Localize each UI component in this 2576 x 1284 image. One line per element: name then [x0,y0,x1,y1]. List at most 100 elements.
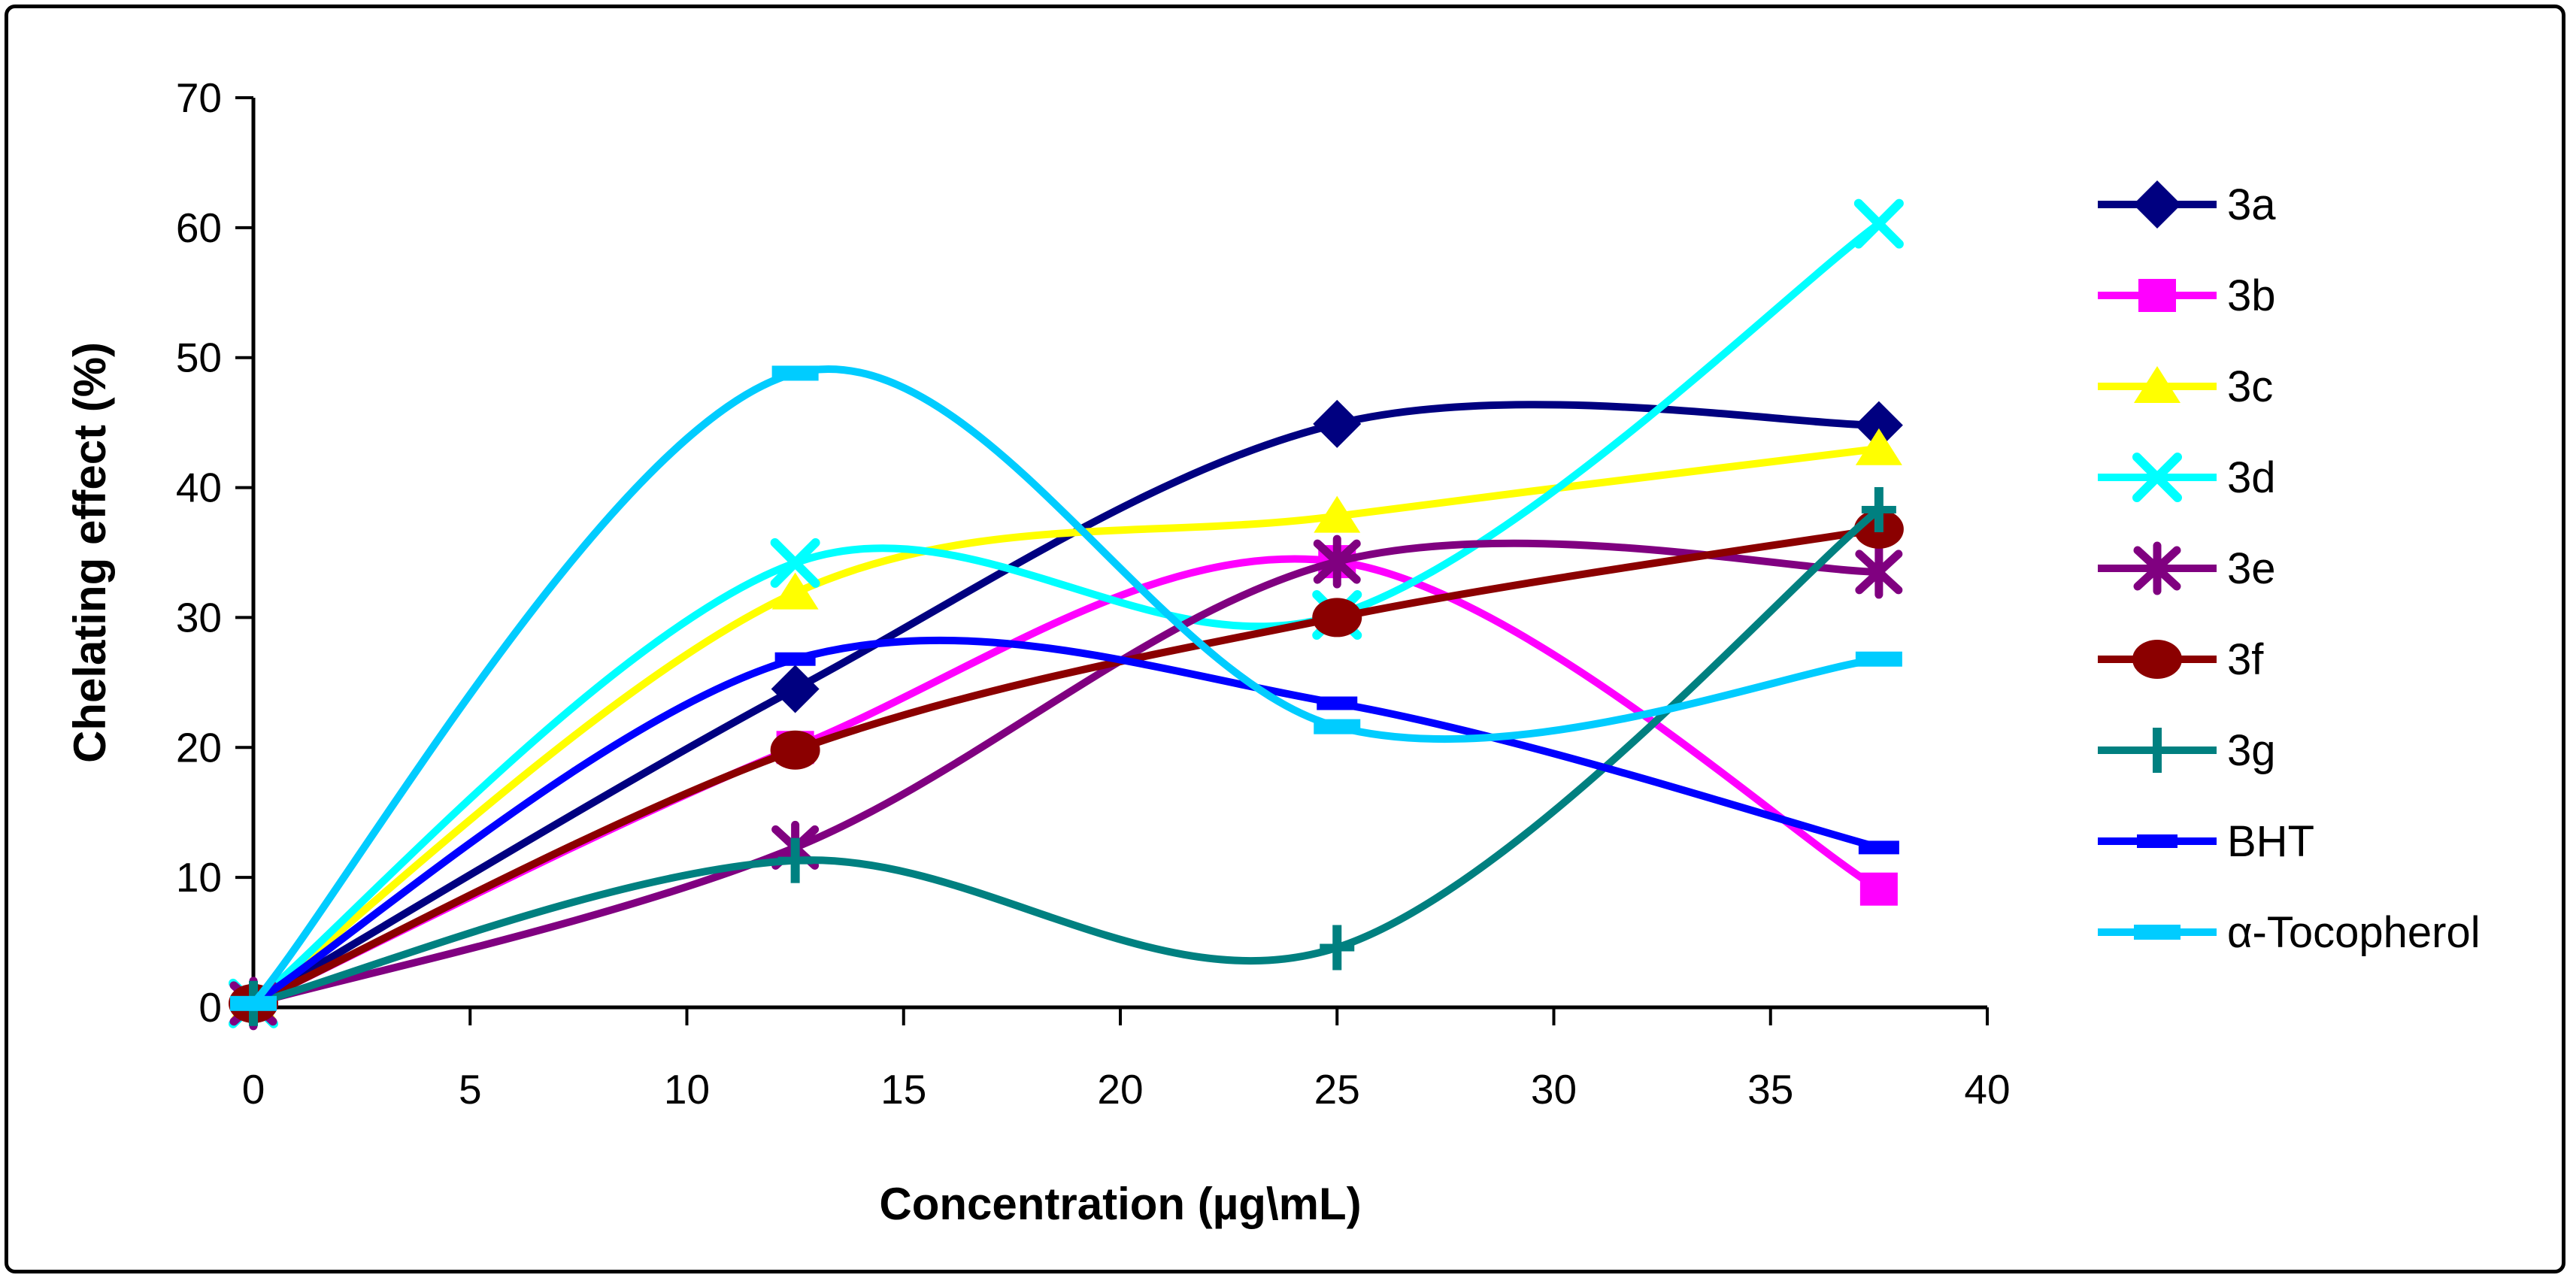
series-path-BHT [250,636,1883,1007]
y-axis-title: Chelating effect (%) [65,342,115,763]
legend-label-3f: 3f [2227,635,2264,684]
y-tick-label: 70 [176,74,222,121]
marker-α-Tocopherol-3-shape [1855,651,1902,667]
marker-3b-3-shape [1859,872,1898,906]
legend-marker-3a [2133,180,2181,229]
marker-BHT-3 [1858,840,1899,855]
legend-item: 3a [2098,180,2276,229]
marker-3d-3 [1853,198,1904,249]
legend-marker-3f-shape [2132,640,2182,679]
marker-3g-2-shape [1320,943,1355,952]
marker-3g-3 [1861,486,1896,532]
marker-3e-2 [1313,534,1361,589]
legend-marker-BHT [2137,834,2177,848]
y-tick-label: 30 [176,594,222,640]
legend-label-3a: 3a [2227,180,2276,229]
x-tick-label: 35 [1747,1066,1793,1113]
y-tick-label: 60 [176,204,222,251]
series-path-3g [250,505,1883,1007]
marker-3a-2-shape [1313,399,1362,448]
x-tick-label: 5 [459,1066,482,1113]
marker-3d-1-shape [770,538,820,588]
marker-3a-1-shape [771,665,820,713]
y-tick-label: 20 [176,724,222,771]
series-path-3f [250,525,1883,1007]
marker-3c-2 [1314,495,1361,533]
marker-α-Tocopherol-2-shape [1314,719,1361,734]
marker-α-Tocopherol-3 [1855,651,1902,667]
y-tick-label: 10 [176,854,222,901]
marker-α-Tocopherol-2 [1314,719,1361,734]
legend-item: 3g [2098,726,2276,775]
marker-3c-3-shape [1855,428,1902,465]
marker-3g-3-shape [1861,505,1896,513]
marker-BHT-2-shape [1317,696,1358,710]
marker-3b-3 [1859,872,1898,906]
marker-3a-3 [1854,401,1903,450]
marker-3f-2 [1312,598,1362,637]
marker-3e-2-shape [1313,534,1361,589]
marker-3a-3-shape [1854,401,1903,450]
legend-marker-3f [2132,640,2182,679]
series-path-3e [250,539,1883,1007]
marker-3a-2 [1313,399,1362,448]
marker-3d-3-shape [1853,198,1904,249]
legend-marker-3b [2138,279,2176,312]
legend-marker-α-Tocopherol-shape [2134,925,2181,940]
legend-label-BHT: BHT [2227,817,2314,866]
y-tick-label: 40 [176,465,222,511]
legend-marker-3e-shape [2133,541,2181,595]
x-tick-label: 10 [664,1066,710,1113]
marker-3g-1-shape [777,856,813,865]
legend-label-3b: 3b [2227,271,2276,320]
series-path-α-Tocopherol [250,365,1883,1007]
marker-α-Tocopherol-0 [230,995,277,1011]
series-path-3a [250,401,1883,1007]
y-tick-label: 0 [199,984,222,1031]
y-tick-label: 50 [176,335,222,381]
marker-3f-1-shape [770,730,820,770]
marker-BHT-3-shape [1858,840,1899,855]
legend-marker-3a-shape [2133,180,2181,229]
legend-marker-3g [2140,728,2174,773]
marker-3g-1 [777,837,813,883]
legend-label-3c: 3c [2227,362,2273,411]
x-tick-label: 40 [1964,1066,2010,1113]
marker-3f-2-shape [1312,598,1362,637]
series-path-3d [250,220,1883,1007]
x-tick-label: 0 [242,1066,265,1113]
marker-α-Tocopherol-1-shape [771,365,819,381]
legend-item: BHT [2098,817,2314,866]
marker-α-Tocopherol-0-shape [230,995,277,1011]
marker-BHT-1-shape [774,652,816,666]
legend-marker-3d [2132,453,2182,502]
legend-label-α-Tocopherol: α-Tocopherol [2227,908,2481,957]
legend-item: 3f [2098,635,2264,684]
legend-marker-α-Tocopherol [2134,925,2181,940]
marker-α-Tocopherol-1 [771,365,819,381]
legend-item: 3d [2098,453,2276,502]
legend-marker-3g-shape [2140,746,2174,754]
x-tick-label: 30 [1531,1066,1577,1113]
legend-marker-3c-shape [2134,366,2181,403]
legend-label-3g: 3g [2227,726,2276,775]
marker-3c-1-shape [771,572,819,610]
legend-marker-BHT-shape [2137,834,2177,848]
legend-label-3d: 3d [2227,453,2276,502]
legend-item: α-Tocopherol [2098,908,2481,957]
chart-outer-border [5,5,2565,1273]
legend-item: 3b [2098,271,2276,320]
marker-3c-3 [1855,428,1902,465]
legend-marker-3e [2133,541,2181,595]
marker-3d-1 [770,538,820,588]
legend-marker-3d-shape [2132,453,2182,502]
marker-3c-1 [771,572,819,610]
legend-item: 3c [2098,362,2273,411]
x-axis-title: Concentration (µg\mL) [879,1179,1361,1229]
marker-BHT-2 [1317,696,1358,710]
marker-3f-1 [770,730,820,770]
x-tick-label: 15 [880,1066,926,1113]
series-path-3c [250,444,1883,1007]
legend-marker-3c [2134,366,2181,403]
